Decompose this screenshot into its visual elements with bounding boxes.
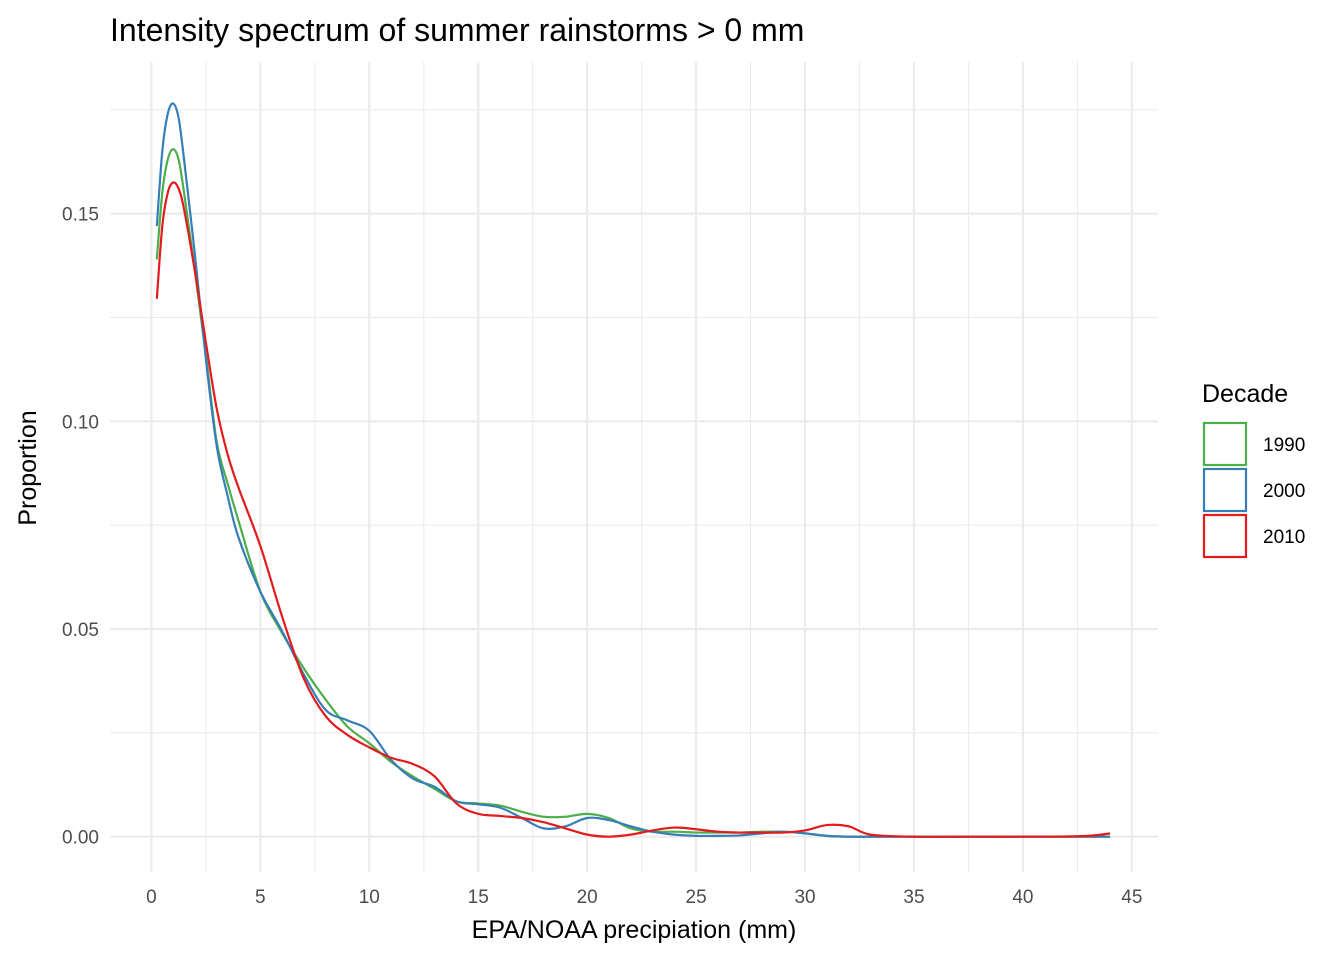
series-line-2010 [155,181,1111,838]
series-line-1990 [155,148,1111,838]
legend-label-2000: 2000 [1263,481,1305,502]
legend-title: Decade [1202,380,1288,408]
legend-key-2010 [1202,513,1248,559]
x-tick-label: 5 [255,887,266,908]
x-tick-label: 25 [686,887,707,908]
x-tick-label: 0 [146,887,157,908]
x-tick-label: 40 [1012,887,1033,908]
y-axis-title: Proportion [14,410,42,525]
legend-key-2000 [1202,467,1248,513]
y-tick-label: 0.00 [62,828,99,849]
x-tick-label: 45 [1121,887,1142,908]
y-axis-ticks: 0.00 0.05 0.10 0.15 [62,205,99,849]
x-tick-label: 35 [903,887,924,908]
x-axis-title: EPA/NOAA precipiation (mm) [472,916,797,944]
y-tick-label: 0.05 [62,620,99,641]
legend-label-1990: 1990 [1263,435,1305,456]
chart-title: Intensity spectrum of summer rainstorms … [110,12,804,48]
y-tick-label: 0.10 [62,412,99,433]
legend: Decade 1990 2000 2010 [1202,380,1305,559]
series-line-2000 [155,102,1111,838]
series-lines [155,102,1111,838]
legend-key-1990 [1202,421,1248,467]
x-axis-ticks: 0 5 10 15 20 25 30 35 40 45 [146,887,1142,908]
x-tick-label: 15 [468,887,489,908]
grid [110,62,1158,872]
legend-items: 1990 2000 2010 [1202,421,1305,559]
legend-label-2010: 2010 [1263,527,1305,548]
y-tick-label: 0.15 [62,205,99,226]
x-tick-label: 30 [794,887,815,908]
x-tick-label: 20 [577,887,598,908]
x-tick-label: 10 [359,887,380,908]
